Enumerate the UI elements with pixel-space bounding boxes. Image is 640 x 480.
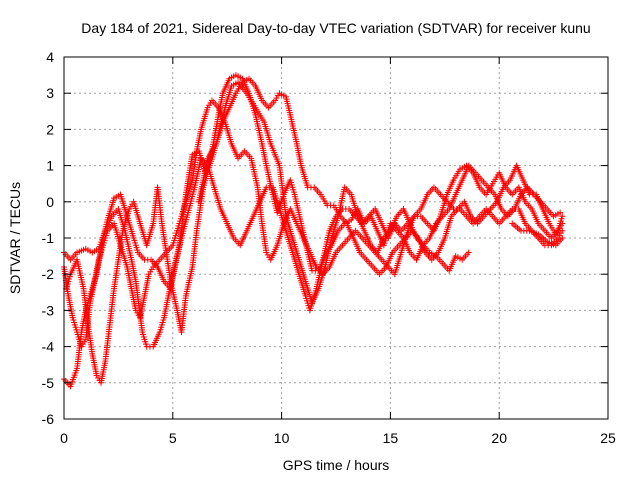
x-tick-label: 5 — [169, 430, 177, 446]
grid-lines — [64, 57, 608, 419]
data-point — [559, 235, 566, 241]
series-track-5 — [195, 79, 564, 307]
y-tick-labels: -6 -5 -4 -3 -2 -1 0 1 2 3 4 — [42, 49, 55, 427]
data-point — [559, 213, 566, 220]
y-tick-label: 0 — [46, 194, 54, 210]
x-tick-labels: 0 5 10 15 20 25 — [60, 430, 616, 446]
series-track-6 — [509, 220, 566, 249]
data-point — [559, 227, 566, 234]
x-axis-label: GPS time / hours — [283, 457, 390, 473]
x-tick-label: 15 — [383, 430, 399, 446]
x-tick-label: 25 — [600, 430, 616, 446]
x-tick-label: 20 — [491, 430, 507, 446]
y-tick-label: -3 — [42, 302, 55, 318]
x-tick-label: 0 — [60, 430, 68, 446]
y-tick-label: -1 — [42, 230, 55, 246]
series-track-3 — [63, 75, 566, 386]
y-tick-label: -4 — [42, 339, 55, 355]
data-point — [559, 220, 566, 227]
series-track-4 — [61, 97, 566, 350]
y-tick-label: -2 — [42, 266, 55, 282]
y-tick-label: 2 — [46, 121, 54, 137]
data-points — [61, 72, 566, 390]
chart-title: Day 184 of 2021, Sidereal Day-to-day VTE… — [81, 20, 590, 36]
data-point — [557, 209, 564, 216]
y-tick-label: 3 — [46, 85, 54, 101]
y-tick-label: 4 — [46, 49, 54, 65]
data-point — [465, 249, 472, 256]
axis-ticks — [63, 56, 609, 420]
x-tick-label: 10 — [274, 430, 290, 446]
y-tick-label: -5 — [42, 375, 55, 391]
y-tick-label: 1 — [46, 158, 54, 174]
series-track-1 — [61, 72, 472, 350]
y-tick-label: -6 — [42, 411, 55, 427]
y-axis-label: SDTVAR / TECUs — [7, 182, 23, 294]
